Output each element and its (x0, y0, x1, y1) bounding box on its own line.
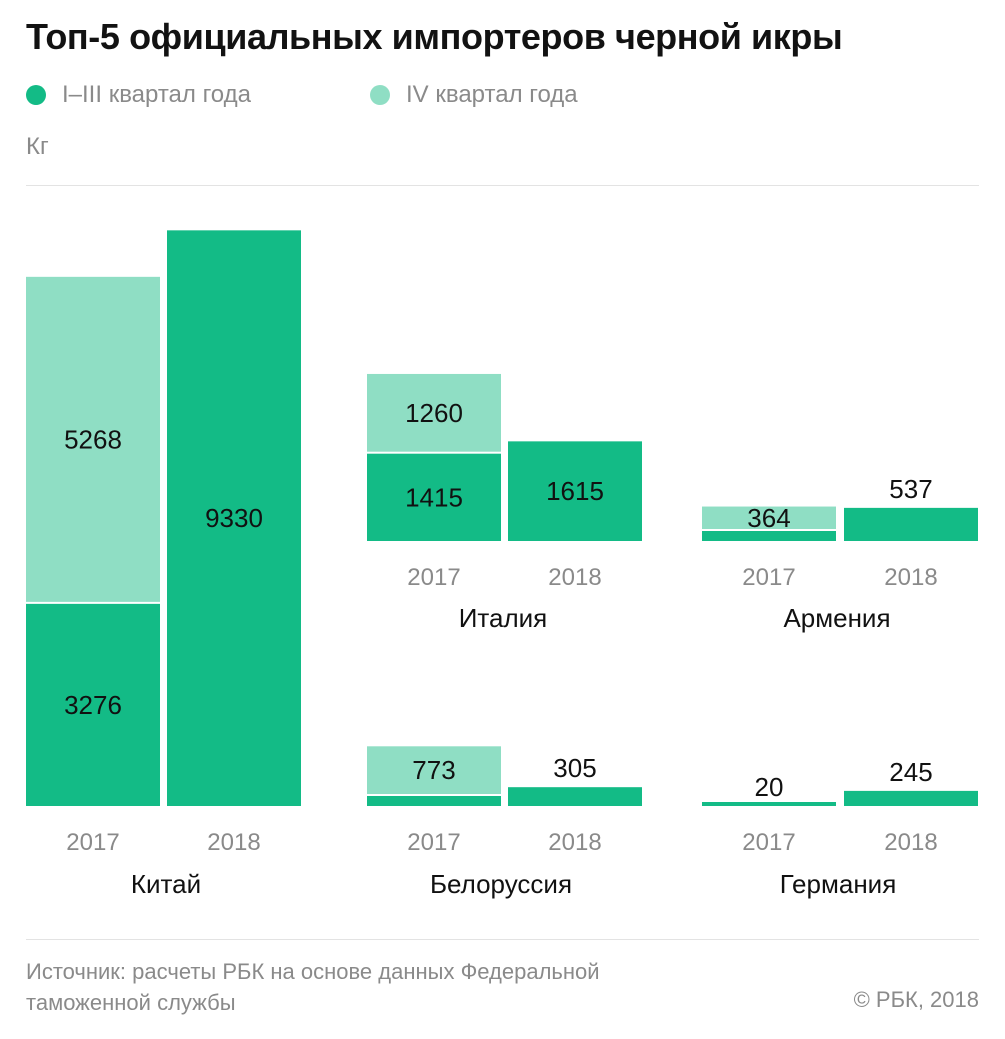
country-4-year-2018: 2018 (548, 829, 601, 856)
country-2-value-2017-q1-3: 1415 (405, 482, 463, 512)
country-1-value-2017-q1-3: 3276 (64, 690, 122, 720)
country-4-value-2018-q1-3: 305 (553, 753, 596, 783)
country-4-value-2017-q4: 773 (412, 755, 455, 785)
country-3-name: Армения (783, 603, 890, 633)
top-divider (26, 185, 979, 186)
country-3-bar-2017-q4 (702, 506, 836, 529)
legend-item-q1-3: I–III квартал года (26, 81, 251, 109)
country-1-value-2018-q1-3: 9330 (205, 503, 263, 533)
country-2-value-2018-q1-3: 1615 (546, 476, 604, 506)
country-3-value-2017-q4: 364 (747, 503, 790, 533)
country-5-name: Германия (780, 869, 897, 899)
country-1-bar-2017-q1-3 (26, 603, 160, 806)
country-1-bar-2017-q4 (26, 276, 160, 602)
country-3-bar-2017-q1-3 (702, 531, 836, 541)
country-4-name: Белоруссия (430, 869, 572, 899)
country-5-year-2017: 2017 (742, 829, 795, 856)
bottom-divider (26, 939, 979, 940)
country-2-value-2017-q4: 1260 (405, 398, 463, 428)
country-4-bar-2017-q4 (367, 746, 501, 794)
legend-dot-q4 (370, 85, 390, 105)
country-1-value-2017-q4: 5268 (64, 424, 122, 454)
country-5-value-2017-q1-3: 20 (755, 772, 784, 802)
legend-dot-q1-3 (26, 85, 46, 105)
country-2-bar-2017-q1-3 (367, 453, 501, 541)
country-3-year-2017: 2017 (742, 564, 795, 591)
country-5-value-2018-q1-3: 245 (889, 757, 932, 787)
legend-label-q4: IV квартал года (406, 81, 578, 108)
country-4-year-2017: 2017 (407, 829, 460, 856)
country-2-year-2018: 2018 (548, 564, 601, 591)
country-5-bar-2017-q1-3 (702, 802, 836, 806)
country-4-bar-2017-q1-3 (367, 796, 501, 806)
legend: I–III квартал года IV квартал года (26, 81, 726, 111)
country-1-year-2018: 2018 (207, 829, 260, 856)
country-3-value-2018-q1-3: 537 (889, 474, 932, 504)
copyright: © РБК, 2018 (853, 987, 979, 1012)
country-5-bar-2018-q1-3 (844, 790, 978, 806)
country-1-bar-2018-q1-3 (167, 230, 301, 807)
source-note: Источник: расчеты РБК на основе данных Ф… (26, 959, 600, 1015)
country-3-bar-2018-q1-3 (844, 507, 978, 541)
country-2-bar-2018-q1-3 (508, 441, 642, 541)
country-1-name: Китай (131, 869, 201, 899)
country-4-bar-2018-q1-3 (508, 787, 642, 806)
country-2-name: Италия (459, 603, 548, 633)
country-3-year-2018: 2018 (884, 564, 937, 591)
legend-item-q4: IV квартал года (370, 81, 578, 109)
country-2-bar-2017-q4 (367, 373, 501, 452)
legend-label-q1-3: I–III квартал года (62, 81, 251, 108)
chart-title: Топ-5 официальных импортеров черной икры (26, 16, 843, 57)
country-2-year-2017: 2017 (407, 564, 460, 591)
country-1-year-2017: 2017 (66, 829, 119, 856)
country-5-year-2018: 2018 (884, 829, 937, 856)
unit-label: Кг (26, 133, 49, 160)
